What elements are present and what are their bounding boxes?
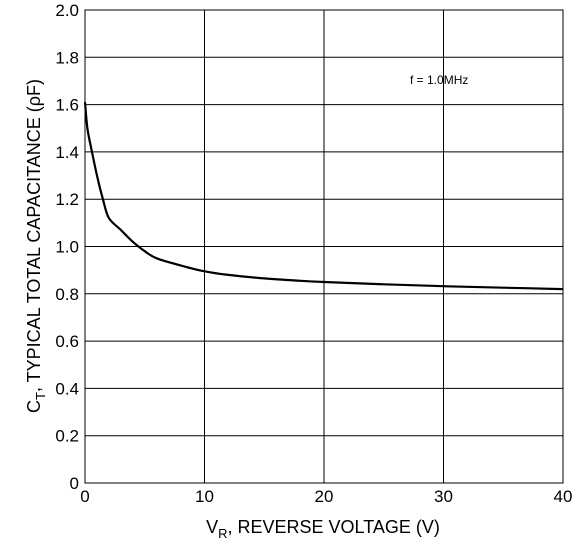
y-tick-label: 1.0	[55, 238, 79, 257]
y-tick-label: 0.6	[55, 332, 79, 351]
x-axis-title-subscript: R	[218, 526, 227, 541]
y-tick-label: 1.4	[55, 143, 79, 162]
y-tick-label: 0.2	[55, 427, 79, 446]
y-axis-title-rest: , TYPICAL TOTAL CAPACITANCE (ρF)	[24, 79, 44, 392]
x-axis-title-rest: , REVERSE VOLTAGE (V)	[228, 517, 440, 537]
y-axis-title-subscript: T	[33, 392, 48, 400]
x-axis-title: VR, REVERSE VOLTAGE (V)	[206, 517, 440, 541]
tick-labels: 0 0.2 0.4 0.6 0.8 1.0 1.2 1.4 1.6 1.8 2.0 0 10 20 30 40	[55, 1, 572, 506]
y-tick-label: 0.8	[55, 285, 79, 304]
x-tick-label: 10	[195, 487, 214, 506]
x-tick-label: 20	[315, 487, 334, 506]
plot-frame	[84, 9, 564, 484]
y-tick-label: 2.0	[55, 1, 79, 20]
y-tick-label: 1.2	[55, 190, 79, 209]
x-axis-title-main: V	[206, 517, 218, 537]
y-tick-label: 1.6	[55, 96, 79, 115]
x-tick-label: 30	[434, 487, 453, 506]
x-tick-label: 40	[554, 487, 573, 506]
grid	[84, 9, 564, 484]
x-tick-label: 0	[80, 487, 89, 506]
y-axis-title: CT, TYPICAL TOTAL CAPACITANCE (ρF)	[24, 79, 48, 413]
y-tick-label: 1.8	[55, 48, 79, 67]
y-tick-label: 0	[70, 474, 79, 493]
y-tick-label: 0.4	[55, 379, 79, 398]
frequency-annotation: f = 1.0MHz	[410, 73, 468, 87]
y-axis-title-main: C	[24, 400, 44, 413]
capacitance-curve	[83, 102, 564, 291]
series	[83, 102, 564, 291]
